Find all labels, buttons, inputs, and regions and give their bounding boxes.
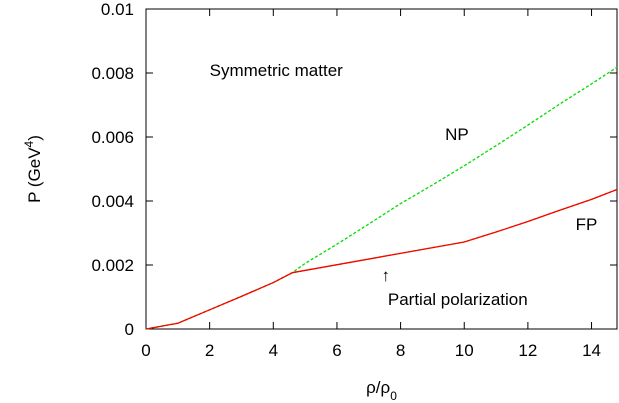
y-tick-label: 0.006 bbox=[91, 128, 134, 147]
y-tick-label: 0.008 bbox=[91, 64, 134, 83]
axis-ticks: 0 2 4 6 8 10 12 14 0 0.002 0.004 0.006 0.008 0.01 bbox=[91, 0, 617, 360]
x-tick-label: 14 bbox=[582, 341, 601, 360]
x-tick-label: 12 bbox=[518, 341, 537, 360]
annotation-layer: Symmetric matter NP FP ↑ Partial polarizatio… bbox=[210, 61, 598, 309]
y-tick-label: 0.004 bbox=[91, 192, 134, 211]
y-tick-label: 0.01 bbox=[101, 0, 134, 19]
x-axis-title-base: ρ/ρ bbox=[366, 378, 390, 397]
annotation-label: NP bbox=[445, 125, 469, 144]
x-tick-label: 2 bbox=[205, 341, 214, 360]
annotation-label: FP bbox=[576, 215, 598, 234]
y-axis-title-superscript: 4 bbox=[22, 140, 36, 147]
x-axis-title: ρ/ρ0 bbox=[366, 378, 397, 403]
x-tick-label: 10 bbox=[455, 341, 474, 360]
plot-frame bbox=[145, 8, 618, 330]
series-line-partial-polarization bbox=[145, 188, 618, 330]
series-line-fp bbox=[145, 188, 618, 330]
x-tick-label: 8 bbox=[396, 341, 405, 360]
y-tick-label: 0 bbox=[125, 320, 134, 339]
series-layer bbox=[145, 66, 618, 330]
y-axis-title-close: ) bbox=[25, 135, 44, 141]
y-axis-title: P (GeV4) bbox=[22, 135, 44, 203]
x-tick-label: 0 bbox=[141, 341, 150, 360]
annotation-label: Symmetric matter bbox=[210, 61, 344, 80]
annotation-label: Partial polarization bbox=[388, 290, 528, 309]
annotation-label: ↑ bbox=[382, 266, 391, 285]
series-line-np bbox=[145, 66, 618, 330]
x-tick-label: 4 bbox=[269, 341, 278, 360]
x-axis-title-subscript: 0 bbox=[390, 389, 397, 403]
x-tick-label: 6 bbox=[332, 341, 341, 360]
y-tick-label: 0.002 bbox=[91, 256, 134, 275]
plot-border bbox=[145, 8, 618, 330]
y-axis-title-base: P (GeV bbox=[25, 147, 44, 203]
